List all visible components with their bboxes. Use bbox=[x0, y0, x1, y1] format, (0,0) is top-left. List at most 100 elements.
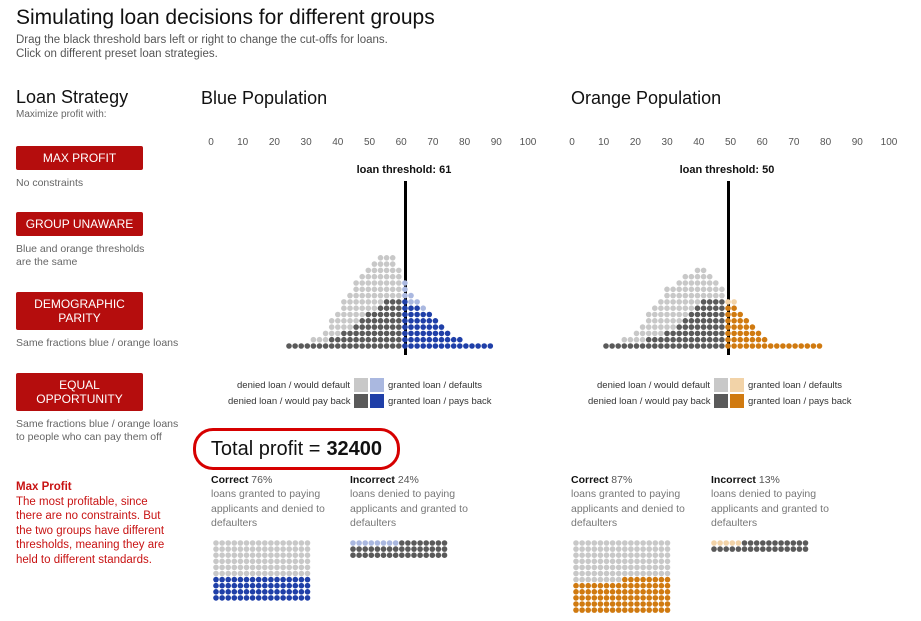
strategy-explanation: Max Profit The most profitable, since th… bbox=[16, 480, 176, 567]
applicant-dot bbox=[383, 299, 390, 305]
outcome-dot bbox=[350, 546, 356, 552]
outcome-dot bbox=[646, 540, 652, 546]
applicant-dot bbox=[341, 305, 347, 312]
applicant-dot bbox=[396, 324, 402, 330]
applicant-dot bbox=[713, 280, 719, 286]
applicant-dot bbox=[328, 343, 335, 349]
swatch-denied-payback bbox=[714, 394, 728, 408]
max-profit-button[interactable]: MAX PROFIT bbox=[16, 146, 143, 170]
applicant-dot bbox=[414, 324, 420, 330]
outcome-dot bbox=[664, 576, 671, 583]
applicant-dot bbox=[310, 336, 317, 343]
applicant-dot bbox=[389, 280, 396, 286]
outcome-dot bbox=[298, 540, 305, 546]
outcome-dot bbox=[429, 552, 436, 558]
equal-opportunity-button[interactable]: EQUAL OPPORTUNITY bbox=[16, 373, 143, 411]
applicant-dot bbox=[700, 267, 707, 274]
outcome-dot bbox=[274, 552, 280, 558]
outcome-dot bbox=[628, 607, 634, 613]
outcome-dot bbox=[640, 582, 646, 589]
outcome-dot bbox=[237, 589, 244, 595]
applicant-dot bbox=[396, 343, 402, 349]
applicant-dot bbox=[353, 280, 359, 286]
outcome-dot bbox=[640, 601, 646, 607]
applicant-dot bbox=[682, 286, 689, 293]
outcome-dot bbox=[664, 552, 671, 558]
outcome-dot bbox=[219, 582, 225, 589]
applicant-dot bbox=[664, 330, 670, 337]
outcome-dot bbox=[802, 540, 809, 546]
applicant-dot bbox=[719, 336, 725, 343]
outcome-dot bbox=[362, 546, 369, 552]
applicant-dot bbox=[383, 286, 390, 293]
outcome-dot bbox=[411, 540, 417, 546]
outcome-dot bbox=[423, 540, 430, 546]
applicant-dot bbox=[658, 299, 664, 305]
applicant-dot bbox=[341, 324, 347, 330]
applicant-dot bbox=[749, 336, 756, 343]
applicant-dot bbox=[347, 318, 353, 324]
outcome-dot bbox=[219, 570, 225, 577]
outcome-dot bbox=[622, 546, 628, 552]
total-profit-value: 32400 bbox=[326, 437, 383, 460]
explanation-title: Max Profit bbox=[16, 481, 72, 493]
orange-legend-denied-payback: denied loan / would pay back bbox=[588, 396, 711, 407]
applicant-dot bbox=[713, 343, 719, 349]
applicant-dot bbox=[713, 292, 719, 299]
outcome-dot bbox=[231, 576, 238, 583]
applicant-dot bbox=[377, 267, 384, 274]
applicant-dot bbox=[737, 318, 743, 324]
outcome-dot bbox=[231, 589, 238, 595]
outcome-dot bbox=[573, 552, 579, 558]
outcome-dot bbox=[255, 570, 262, 577]
outcome-dot bbox=[411, 552, 417, 558]
outcome-dot bbox=[274, 558, 280, 565]
applicant-dot bbox=[426, 324, 433, 330]
outcome-dot bbox=[255, 546, 262, 552]
blue-threshold-handle[interactable] bbox=[404, 181, 407, 355]
outcome-dot bbox=[268, 552, 274, 558]
applicant-dot bbox=[743, 324, 750, 330]
applicant-dot bbox=[377, 273, 384, 280]
outcome-dot bbox=[609, 601, 616, 607]
outcome-dot bbox=[579, 564, 585, 571]
applicant-dot bbox=[377, 280, 384, 286]
outcome-dot bbox=[597, 576, 604, 583]
applicant-dot bbox=[670, 343, 676, 349]
orange-threshold-handle[interactable] bbox=[727, 181, 730, 355]
demographic-parity-button[interactable]: DEMOGRAPHIC PARITY bbox=[16, 292, 143, 330]
outcome-dot bbox=[255, 540, 262, 546]
outcome-dot bbox=[628, 558, 634, 565]
outcome-dot bbox=[597, 564, 604, 571]
outcome-dot bbox=[646, 576, 652, 583]
applicant-dot bbox=[719, 305, 725, 312]
applicant-dot bbox=[383, 336, 390, 343]
applicant-dot bbox=[365, 305, 372, 312]
outcome-dot bbox=[231, 595, 238, 601]
explanation-text: The most profitable, since there are no … bbox=[16, 495, 165, 566]
outcome-dot bbox=[784, 546, 790, 552]
applicant-dot bbox=[304, 343, 311, 349]
outcome-dot bbox=[615, 576, 622, 583]
applicant-dot bbox=[347, 311, 353, 318]
applicant-dot bbox=[719, 311, 725, 318]
outcome-dot bbox=[609, 576, 616, 583]
outcome-dot bbox=[591, 540, 598, 546]
applicant-dot bbox=[774, 343, 780, 349]
outcome-dot bbox=[280, 589, 286, 595]
outcome-dot bbox=[292, 558, 299, 565]
applicant-dot bbox=[450, 343, 457, 349]
applicant-dot bbox=[676, 311, 682, 318]
applicant-dot bbox=[682, 318, 689, 324]
applicant-dot bbox=[652, 336, 658, 343]
applicant-dot bbox=[389, 299, 396, 305]
outcome-dot bbox=[609, 558, 616, 565]
outcome-dot bbox=[399, 552, 405, 558]
applicant-dot bbox=[371, 305, 378, 312]
outcome-dot bbox=[280, 540, 286, 546]
group-unaware-button[interactable]: GROUP UNAWARE bbox=[16, 212, 143, 236]
applicant-dot bbox=[603, 343, 609, 349]
applicant-dot bbox=[359, 318, 366, 324]
applicant-dot bbox=[706, 299, 713, 305]
outcome-dot bbox=[292, 546, 299, 552]
